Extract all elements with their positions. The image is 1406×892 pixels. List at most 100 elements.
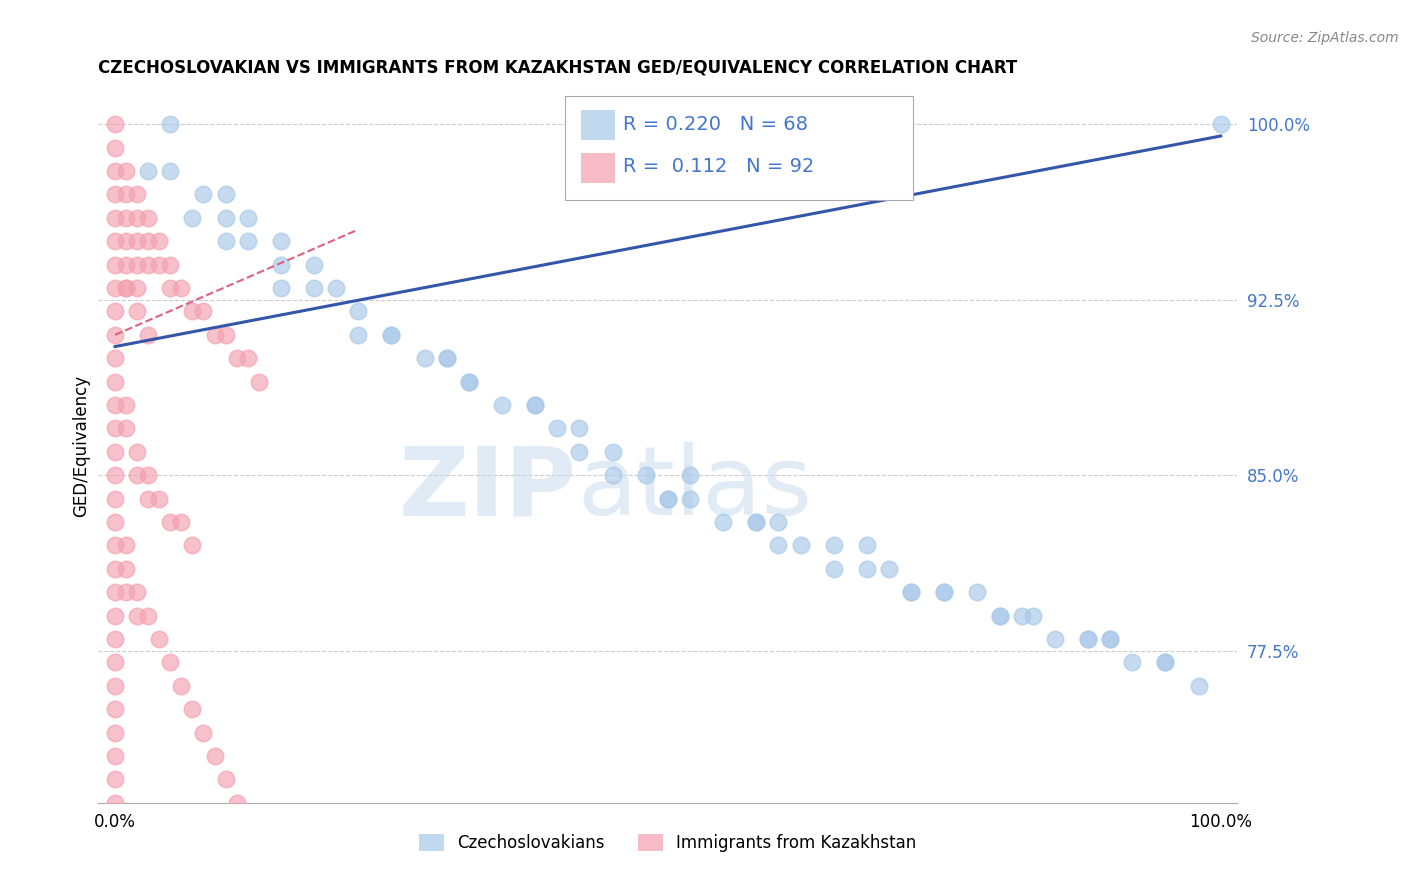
Text: R = 0.220   N = 68: R = 0.220 N = 68 bbox=[623, 115, 808, 134]
Point bbox=[104, 398, 127, 412]
Point bbox=[214, 327, 236, 342]
Point bbox=[214, 187, 236, 202]
Y-axis label: GED/Equivalency: GED/Equivalency bbox=[72, 375, 90, 517]
Point bbox=[127, 258, 149, 272]
Point bbox=[104, 749, 127, 764]
Point bbox=[657, 491, 679, 506]
Point bbox=[181, 304, 204, 318]
Point bbox=[181, 211, 204, 225]
Point bbox=[856, 562, 879, 576]
Point bbox=[136, 491, 159, 506]
Point bbox=[159, 258, 181, 272]
Point bbox=[159, 164, 181, 178]
Point bbox=[204, 327, 226, 342]
Point bbox=[856, 538, 879, 552]
Point bbox=[148, 632, 170, 646]
Point bbox=[270, 234, 292, 248]
Point bbox=[1043, 632, 1066, 646]
Point bbox=[104, 141, 127, 155]
Point bbox=[602, 445, 624, 459]
Text: CZECHOSLOVAKIAN VS IMMIGRANTS FROM KAZAKHSTAN GED/EQUIVALENCY CORRELATION CHART: CZECHOSLOVAKIAN VS IMMIGRANTS FROM KAZAK… bbox=[98, 59, 1018, 77]
Point bbox=[104, 679, 127, 693]
Point bbox=[170, 281, 193, 295]
Point bbox=[148, 234, 170, 248]
Point bbox=[104, 772, 127, 787]
Point bbox=[247, 842, 270, 856]
Point bbox=[347, 327, 370, 342]
Point bbox=[491, 398, 513, 412]
Point bbox=[1154, 656, 1177, 670]
Point bbox=[136, 258, 159, 272]
FancyBboxPatch shape bbox=[581, 153, 616, 183]
Point bbox=[127, 187, 149, 202]
Point bbox=[115, 258, 138, 272]
Point bbox=[181, 538, 204, 552]
Point bbox=[436, 351, 458, 366]
Point bbox=[127, 281, 149, 295]
Point bbox=[115, 164, 138, 178]
Point bbox=[115, 538, 138, 552]
Point bbox=[104, 468, 127, 483]
FancyBboxPatch shape bbox=[565, 96, 912, 200]
Point bbox=[347, 304, 370, 318]
Point bbox=[193, 187, 215, 202]
Point bbox=[104, 491, 127, 506]
Legend: Czechoslovakians, Immigrants from Kazakhstan: Czechoslovakians, Immigrants from Kazakh… bbox=[412, 827, 924, 859]
Point bbox=[934, 585, 956, 599]
Point bbox=[104, 632, 127, 646]
Point bbox=[104, 656, 127, 670]
Point bbox=[966, 585, 988, 599]
Point bbox=[988, 608, 1011, 623]
Point bbox=[325, 281, 347, 295]
Point bbox=[236, 211, 259, 225]
Point bbox=[104, 515, 127, 529]
Point bbox=[302, 281, 325, 295]
Point bbox=[127, 585, 149, 599]
Point bbox=[1187, 679, 1209, 693]
Point bbox=[380, 327, 402, 342]
Point bbox=[104, 375, 127, 389]
Point bbox=[115, 211, 138, 225]
Point bbox=[136, 608, 159, 623]
Point bbox=[136, 211, 159, 225]
Point bbox=[104, 796, 127, 810]
Point bbox=[115, 421, 138, 435]
Point bbox=[214, 772, 236, 787]
Point bbox=[104, 327, 127, 342]
Point bbox=[225, 796, 247, 810]
Point bbox=[247, 375, 270, 389]
Point bbox=[193, 304, 215, 318]
Point bbox=[115, 585, 138, 599]
Point bbox=[768, 538, 790, 552]
Point bbox=[136, 164, 159, 178]
Point bbox=[104, 117, 127, 131]
Point bbox=[170, 515, 193, 529]
Point bbox=[1209, 117, 1232, 131]
Point bbox=[270, 889, 292, 892]
Point bbox=[877, 562, 900, 576]
Text: ZIP: ZIP bbox=[399, 442, 576, 535]
Point bbox=[159, 656, 181, 670]
Point bbox=[236, 819, 259, 833]
Point bbox=[104, 538, 127, 552]
Point bbox=[127, 468, 149, 483]
Point bbox=[148, 491, 170, 506]
Point bbox=[679, 491, 702, 506]
Point bbox=[823, 562, 845, 576]
Point bbox=[568, 421, 591, 435]
Point bbox=[104, 445, 127, 459]
Point bbox=[104, 421, 127, 435]
Point bbox=[181, 702, 204, 716]
Point bbox=[136, 327, 159, 342]
FancyBboxPatch shape bbox=[581, 110, 616, 140]
Point bbox=[136, 468, 159, 483]
Point bbox=[115, 234, 138, 248]
Point bbox=[1099, 632, 1122, 646]
Point bbox=[115, 398, 138, 412]
Point bbox=[104, 164, 127, 178]
Point bbox=[436, 351, 458, 366]
Point bbox=[104, 304, 127, 318]
Point bbox=[768, 515, 790, 529]
Text: atlas: atlas bbox=[576, 442, 811, 535]
Point bbox=[193, 725, 215, 739]
